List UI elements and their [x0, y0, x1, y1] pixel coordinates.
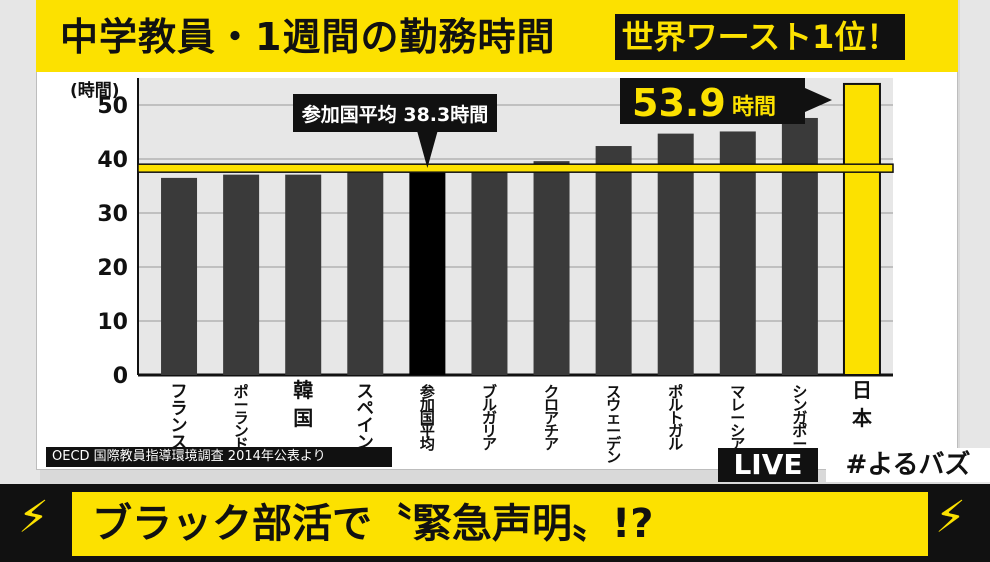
x-tick-label: スペイン: [357, 382, 374, 453]
y-tick-label: 30: [97, 202, 128, 227]
bar: [842, 82, 881, 376]
y-tick-label: 50: [97, 94, 128, 119]
bar: [409, 168, 446, 375]
bar: [533, 161, 570, 375]
source-caption: OECD 国際教員指導環境調査 2014年公表より: [46, 447, 392, 467]
bar: [161, 177, 198, 375]
x-tick-label: 韓国: [293, 378, 313, 430]
x-tick-label: スウェーデン: [606, 383, 622, 466]
lightning-icon: ⚡: [935, 492, 966, 543]
x-tick-label: ポーランド: [234, 383, 249, 453]
hashtag-label: #よるバズ: [826, 448, 990, 482]
bar: [657, 133, 694, 375]
chart-title: 中学教員・1週間の勤務時間: [60, 15, 556, 59]
highlight-value: 53.9: [632, 81, 726, 125]
headline-text: ブラック部活で〝緊急声明〟!?: [92, 501, 654, 547]
y-tick-label: 20: [97, 256, 128, 281]
x-tick-label: 参加国平均: [419, 383, 436, 453]
average-callout-box: [293, 94, 497, 132]
x-tick-label: クロアチア: [544, 383, 559, 453]
average-label: 参加国平均 38.3時間: [302, 103, 489, 126]
x-tick-label: ブルガリア: [482, 383, 497, 453]
x-tick-label: 日本: [852, 378, 872, 430]
bar: [781, 117, 818, 376]
live-badge: LIVE: [718, 448, 818, 482]
y-tick-label: 40: [97, 148, 128, 173]
y-tick-label: 0: [113, 364, 128, 389]
x-tick-label: フランス: [171, 382, 188, 453]
x-tick-label: ポルトガル: [668, 383, 683, 453]
average-callout-pointer: [417, 132, 438, 168]
highlight-unit: 時間: [732, 95, 776, 120]
bar: [223, 174, 260, 375]
bar: [595, 146, 632, 375]
y-tick-label: 10: [97, 310, 128, 335]
bar: [285, 174, 322, 375]
highlight-callout-box: [620, 78, 805, 124]
worst-badge: 世界ワースト1位！: [615, 14, 905, 60]
x-tick-label: マレーシア: [730, 383, 745, 453]
lightning-icon: ⚡: [18, 492, 49, 543]
bar: [347, 170, 384, 375]
headline-strip: [72, 492, 928, 556]
y-axis-label: (時間): [70, 80, 120, 101]
plot-area: [138, 78, 893, 375]
bar: [471, 164, 508, 375]
highlight-callout-pointer: [805, 88, 832, 112]
average-line: [137, 163, 894, 173]
